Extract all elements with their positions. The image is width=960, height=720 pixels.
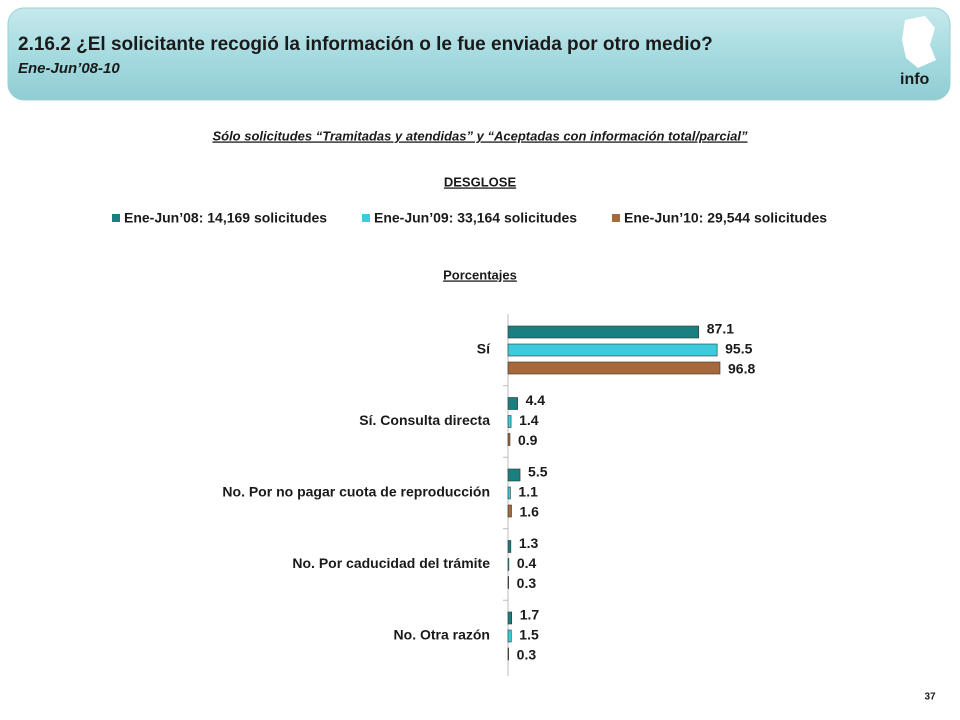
title: 2.16.2 ¿El solicitante recogió la inform… <box>18 34 713 55</box>
value-label: 0.3 <box>517 575 537 591</box>
category-label: No. Otra razón <box>394 627 490 643</box>
bar <box>507 558 510 571</box>
category-label: No. Por no pagar cuota de reproducción <box>222 484 490 500</box>
bar <box>507 415 512 428</box>
value-label: 1.4 <box>519 412 539 428</box>
logo-text: info <box>900 71 930 88</box>
legend-swatch <box>612 214 620 222</box>
note: Sólo solicitudes “Tramitadas y atendidas… <box>212 128 748 143</box>
category-label: Sí <box>477 341 491 357</box>
subtitle: Ene-Jun’08-10 <box>18 60 120 77</box>
page-number: 37 <box>924 692 936 703</box>
bar <box>507 433 511 446</box>
value-label: 0.3 <box>517 647 537 663</box>
value-label: 95.5 <box>725 341 752 357</box>
value-label: 4.4 <box>526 392 546 408</box>
bar <box>507 361 721 375</box>
value-label: 1.7 <box>520 607 540 623</box>
bar <box>507 468 521 482</box>
bar <box>507 397 518 410</box>
value-label: 87.1 <box>707 321 734 337</box>
category-label: No. Por caducidad del trámite <box>292 555 490 571</box>
legend-swatch <box>362 214 370 222</box>
bar <box>507 504 512 518</box>
value-label: 1.5 <box>519 627 539 643</box>
value-label: 1.3 <box>519 535 539 551</box>
legend-label: Ene-Jun’09: 33,164 solicitudes <box>374 210 577 226</box>
legend-label: Ene-Jun’10: 29,544 solicitudes <box>624 210 827 226</box>
bar <box>507 647 509 661</box>
value-label: 0.9 <box>518 432 538 448</box>
bar <box>507 629 512 643</box>
value-label: 1.1 <box>518 484 538 500</box>
bar <box>507 325 700 339</box>
logo: info <box>900 16 936 88</box>
bar <box>507 611 513 625</box>
bar <box>507 576 509 589</box>
units-label: Porcentajes <box>443 267 517 282</box>
value-label: 1.6 <box>520 504 540 520</box>
bar <box>507 540 512 553</box>
value-label: 0.4 <box>517 555 537 571</box>
bar <box>507 343 718 357</box>
value-label: 5.5 <box>528 464 548 480</box>
header-box <box>7 7 951 101</box>
section-title: DESGLOSE <box>444 174 517 189</box>
legend-swatch <box>112 214 120 222</box>
category-label: Sí. Consulta directa <box>359 412 490 428</box>
value-label: 96.8 <box>728 361 755 377</box>
bar <box>507 486 511 500</box>
legend-label: Ene-Jun’08: 14,169 solicitudes <box>124 210 327 226</box>
